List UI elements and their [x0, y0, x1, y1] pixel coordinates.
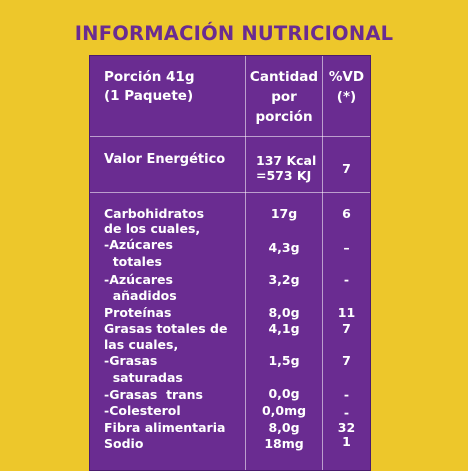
- row-label: Sodio: [104, 436, 144, 451]
- vd-header: %VD: [328, 69, 365, 85]
- amount-header-3: porción: [255, 109, 313, 125]
- row-amount: 18mg: [264, 436, 304, 451]
- energy-vd: 7: [342, 161, 351, 176]
- row-vd: 6: [342, 206, 351, 221]
- row-vd: 32: [337, 420, 356, 435]
- row-amount: 8,0g: [268, 305, 300, 320]
- row-label: -Grasas: [104, 353, 158, 368]
- row-label: -Azúcares: [104, 272, 173, 287]
- column-divider: [245, 56, 246, 470]
- row-amount: 1,5g: [268, 353, 300, 368]
- row-vd: 7: [342, 353, 351, 368]
- row-label-2: las cuales,: [104, 337, 179, 352]
- row-amount: 3,2g: [268, 272, 300, 287]
- row-amount: 4,3g: [268, 240, 300, 255]
- row-amount: 0,0g: [268, 386, 300, 401]
- energy-kj: =573 KJ: [256, 168, 312, 183]
- amount-header: Cantidad: [249, 69, 319, 85]
- row-vd: -: [343, 272, 350, 287]
- row-amount: 17g: [270, 206, 298, 221]
- row-divider: [90, 136, 370, 137]
- row-label: Carbohidratos: [104, 206, 205, 221]
- row-vd: 1: [342, 434, 351, 449]
- portion-label: Porción 41g: [104, 69, 195, 85]
- row-vd: -: [343, 387, 350, 402]
- row-label: Grasas totales de: [104, 321, 228, 336]
- row-vd: -: [343, 405, 350, 420]
- row-label-2: saturadas: [104, 370, 183, 385]
- row-label: -Grasas trans: [104, 387, 203, 402]
- row-label-2: añadidos: [104, 288, 177, 303]
- row-divider: [90, 192, 370, 193]
- row-vd: 11: [337, 305, 356, 320]
- row-label-2: de los cuales,: [104, 221, 201, 236]
- row-label: Fibra alimentaria: [104, 420, 226, 435]
- row-vd: 7: [342, 321, 351, 336]
- vd-header-2: (*): [336, 89, 357, 105]
- row-amount: 8,0g: [268, 420, 300, 435]
- page-title: INFORMACIÓN NUTRICIONAL: [74, 22, 394, 45]
- row-label: Proteínas: [104, 305, 172, 320]
- column-divider: [322, 56, 323, 470]
- amount-header-2: por: [271, 89, 297, 105]
- energy-label: Valor Energético: [104, 152, 226, 167]
- energy-kcal: 137 Kcal: [256, 153, 317, 168]
- row-vd: –: [343, 240, 350, 255]
- row-amount: 4,1g: [268, 321, 300, 336]
- row-amount: 0,0mg: [261, 403, 307, 418]
- row-label-2: totales: [104, 254, 162, 269]
- portion-sublabel: (1 Paquete): [104, 88, 194, 104]
- row-label: -Colesterol: [104, 403, 181, 418]
- nutrition-table: Porción 41g (1 Paquete) Cantidad por por…: [89, 55, 371, 471]
- row-label: -Azúcares: [104, 237, 173, 252]
